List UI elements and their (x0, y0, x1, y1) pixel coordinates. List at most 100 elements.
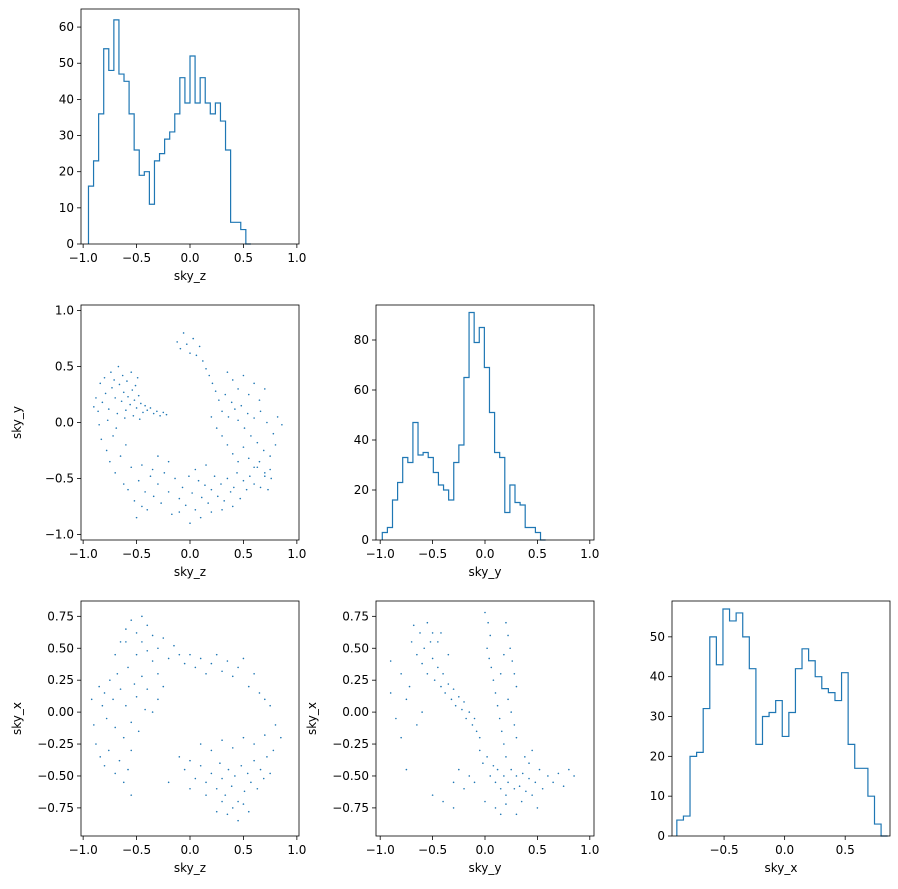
scatter-point (122, 781, 125, 784)
histogram-bin (782, 736, 789, 836)
scatter-point (220, 483, 222, 485)
scatter-point (395, 717, 397, 720)
scatter-point (135, 632, 138, 634)
scatter-point (107, 408, 110, 410)
scatter-point (167, 657, 170, 660)
scatter-point (484, 611, 486, 614)
scatter-point (264, 698, 266, 701)
scatter-point (496, 704, 499, 707)
scatter-point (503, 775, 505, 777)
scatter-point (205, 794, 207, 796)
scatter-point (141, 641, 143, 643)
x-axis-label: sky_x (765, 861, 798, 875)
scatter-point (117, 365, 120, 368)
histogram-bin (114, 20, 119, 244)
x-tick-label: 0.5 (836, 843, 855, 857)
scatter-point (221, 410, 223, 413)
scatter-point (183, 662, 186, 665)
scatter-point (204, 484, 206, 486)
y-axis-label: sky_y (10, 406, 24, 439)
scatter-point (221, 670, 223, 673)
histogram-bin (535, 533, 540, 541)
scatter-point (416, 653, 418, 656)
scatter-point (452, 781, 455, 784)
scatter-point (249, 475, 251, 478)
scatter-point (205, 673, 207, 675)
y-tick-label: −0.75 (332, 801, 369, 815)
y-tick-label: 20 (354, 483, 369, 497)
x-tick-label: 1.0 (287, 251, 306, 265)
scatter-point (499, 787, 502, 790)
scatter-point (243, 427, 246, 429)
histogram-bin (195, 103, 200, 244)
panel-scatter-sky-y-sky-x: −1.0 −0.5 0.0 0.5 1.0 −0.75 −0.50 −0.25 0.00 0.25… (305, 600, 599, 875)
scatter-point (513, 787, 516, 790)
y-tick-label: 40 (59, 92, 74, 106)
scatter-point (156, 410, 158, 413)
scatter-point (266, 756, 268, 758)
scatter-point (492, 679, 495, 681)
scatter-point (400, 736, 402, 739)
scatter-point (176, 341, 178, 343)
scatter-point (121, 374, 124, 377)
histogram-bin (454, 463, 459, 541)
scatter-point (253, 466, 255, 469)
scatter-point (408, 685, 411, 688)
scatter-point (240, 764, 243, 767)
scatter-point (221, 777, 223, 780)
y-tick-label: 0 (361, 533, 369, 547)
x-tick-label: 1.0 (580, 547, 599, 561)
y-tick-label: 80 (354, 333, 369, 347)
scatter-point (223, 500, 225, 502)
y-tick-label: 30 (59, 129, 74, 143)
x-tick-label: −0.5 (122, 843, 151, 857)
scatter-point (146, 688, 149, 690)
y-tick-label: 0.00 (47, 705, 74, 719)
scatter-point (489, 775, 492, 777)
histogram-bin (165, 139, 170, 244)
histogram-bin (762, 717, 769, 836)
scatter-point (109, 460, 111, 463)
scatter-point (112, 698, 114, 701)
scatter-point (494, 781, 497, 784)
scatter-point (246, 772, 249, 775)
y-axis-label: sky_x (305, 702, 319, 735)
scatter-point (205, 781, 207, 784)
scatter-point (458, 768, 460, 771)
scatter-point (183, 768, 186, 771)
scatter-point (133, 399, 136, 401)
histogram-bin (413, 423, 418, 541)
scatter-point (218, 399, 220, 401)
scatter-point (229, 491, 232, 493)
x-axis-label: sky_y (469, 565, 502, 579)
histogram-bin (848, 744, 855, 836)
scatter-point (125, 641, 127, 643)
scatter-point (157, 483, 159, 485)
y-tick-label: 60 (354, 383, 369, 397)
scatter-point (264, 388, 266, 390)
x-tick-label: 0.0 (180, 843, 199, 857)
histogram-bin (749, 669, 756, 836)
scatter-point (184, 504, 187, 507)
histogram-step-line (381, 311, 546, 541)
scatter-point (125, 704, 127, 707)
scatter-point (562, 785, 565, 787)
scatter-point (119, 641, 122, 643)
y-tick-label: −1.0 (45, 527, 74, 541)
scatter-point (146, 624, 149, 627)
scatter-point (274, 444, 277, 446)
scatter-point (165, 413, 168, 416)
scatter-point (116, 412, 119, 415)
histogram-bin (716, 665, 723, 836)
histogram-bin (474, 343, 479, 541)
scatter-point (541, 787, 544, 790)
scatter-point (242, 374, 245, 377)
scatter-point (199, 657, 202, 660)
scatter-point (250, 781, 252, 784)
histogram-bin (828, 693, 835, 836)
scatter-point (272, 432, 275, 435)
scatter-point (242, 446, 245, 448)
scatter-point (157, 673, 159, 675)
scatter-point (259, 410, 262, 413)
scatter-point (259, 768, 262, 771)
